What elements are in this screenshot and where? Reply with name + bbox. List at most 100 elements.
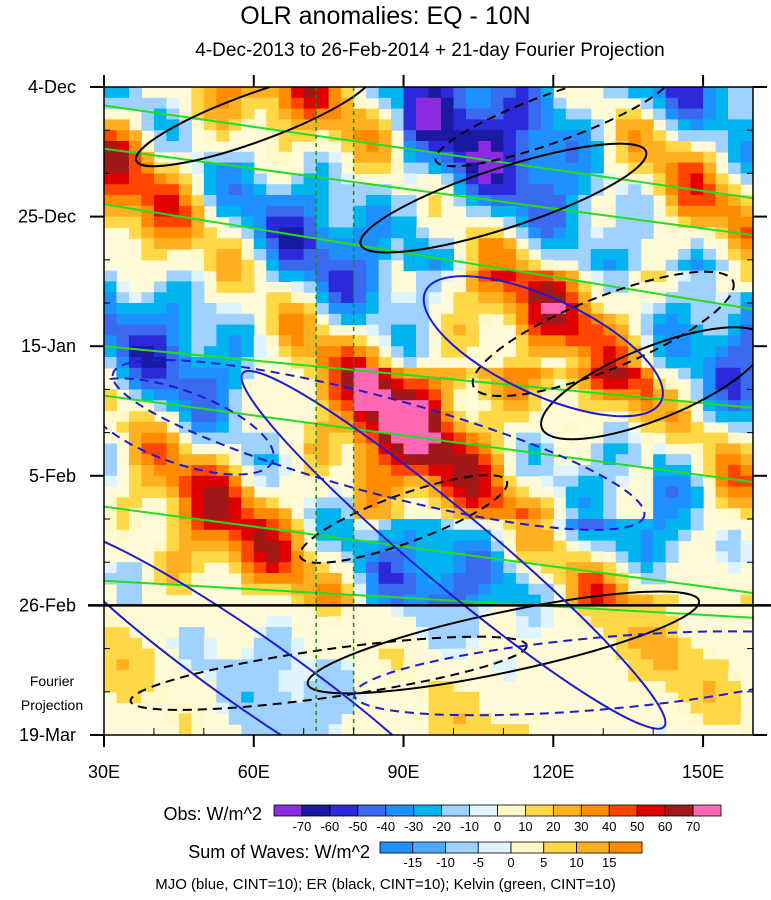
field-cell bbox=[266, 627, 280, 639]
field-cell bbox=[203, 648, 217, 660]
field-cell bbox=[478, 443, 492, 455]
field-cell bbox=[740, 249, 753, 261]
field-cell bbox=[740, 335, 753, 347]
field-cell bbox=[603, 259, 617, 272]
field-cell bbox=[316, 173, 330, 185]
field-cell bbox=[366, 108, 380, 120]
field-cell bbox=[490, 421, 504, 434]
field-cell bbox=[153, 292, 167, 304]
field-cell bbox=[653, 681, 667, 693]
chart-title: OLR anomalies: EQ - 10N bbox=[240, 2, 531, 30]
field-cell bbox=[128, 562, 143, 574]
field-cell bbox=[428, 378, 442, 390]
field-cell bbox=[453, 389, 467, 401]
field-cell bbox=[128, 465, 143, 477]
field-cell bbox=[104, 519, 118, 531]
field-cell bbox=[178, 648, 192, 660]
field-cell bbox=[116, 497, 130, 509]
field-cell bbox=[540, 292, 554, 304]
field-cell bbox=[378, 216, 392, 228]
field-cell bbox=[440, 486, 455, 498]
field-cell bbox=[153, 454, 167, 466]
field-cell bbox=[440, 400, 455, 412]
field-cell bbox=[128, 432, 143, 444]
field-cell bbox=[490, 573, 504, 585]
field-cell bbox=[678, 702, 692, 714]
field-cell bbox=[478, 573, 492, 585]
field-cell bbox=[153, 281, 167, 293]
field-cell bbox=[740, 195, 753, 207]
field-cell bbox=[453, 195, 467, 207]
field-cell bbox=[316, 443, 330, 455]
field-cell bbox=[478, 130, 492, 142]
field-cell bbox=[128, 681, 143, 693]
field-cell bbox=[241, 173, 255, 185]
field-cell bbox=[353, 184, 367, 196]
field-cell bbox=[515, 551, 529, 563]
field-cell bbox=[603, 562, 617, 574]
field-cell bbox=[316, 335, 330, 347]
field-cell bbox=[653, 97, 667, 110]
field-cell bbox=[715, 681, 729, 693]
field-cell bbox=[403, 454, 417, 466]
field-cell bbox=[540, 119, 554, 131]
field-cell bbox=[540, 540, 554, 552]
field-cell bbox=[715, 670, 729, 682]
field-cell bbox=[378, 238, 392, 250]
field-cell bbox=[640, 367, 654, 380]
y-tick-label: 26-Feb bbox=[19, 595, 76, 615]
field-cell bbox=[678, 367, 692, 380]
field-cell bbox=[128, 583, 143, 596]
field-cell bbox=[715, 443, 729, 455]
field-cell bbox=[241, 648, 255, 660]
field-cell bbox=[603, 605, 617, 617]
field-cell bbox=[453, 313, 467, 326]
field-cell bbox=[478, 292, 492, 304]
obs-colorbar-swatch bbox=[441, 804, 470, 817]
field-cell bbox=[403, 238, 417, 250]
field-cell bbox=[291, 292, 305, 304]
kelvin-contour bbox=[104, 394, 753, 483]
field-cell bbox=[216, 238, 230, 250]
field-cell bbox=[578, 292, 592, 304]
field-cell bbox=[728, 367, 742, 380]
field-cell bbox=[665, 378, 679, 390]
field-cell bbox=[665, 216, 679, 228]
field-cell bbox=[653, 443, 667, 455]
field-cell bbox=[353, 270, 367, 282]
field-cell bbox=[116, 324, 130, 336]
field-cell bbox=[104, 173, 118, 185]
field-cell bbox=[303, 173, 317, 185]
field-cell bbox=[116, 335, 130, 347]
field-cell bbox=[678, 389, 692, 401]
field-cell bbox=[228, 357, 242, 369]
field-cell bbox=[104, 411, 118, 423]
field-cell bbox=[428, 713, 442, 725]
field-cell bbox=[478, 594, 492, 606]
field-cell bbox=[278, 205, 292, 218]
field-cell bbox=[565, 313, 579, 326]
field-cell bbox=[316, 205, 330, 218]
field-cell bbox=[416, 573, 430, 585]
field-cell bbox=[503, 303, 517, 315]
field-cell bbox=[366, 378, 380, 390]
field-cell bbox=[653, 648, 667, 660]
field-cell bbox=[478, 195, 492, 207]
field-cell bbox=[191, 562, 205, 574]
field-cell bbox=[590, 378, 604, 390]
field-cell bbox=[403, 540, 417, 552]
field-cell bbox=[590, 594, 604, 606]
field-cell bbox=[216, 259, 230, 272]
field-cell bbox=[503, 486, 517, 498]
field-cell bbox=[553, 195, 567, 207]
field-cell bbox=[553, 151, 567, 164]
field-cell bbox=[553, 238, 567, 250]
field-cell bbox=[228, 335, 242, 347]
field-cell bbox=[141, 97, 155, 110]
field-cell bbox=[490, 583, 504, 596]
field-cell bbox=[241, 670, 255, 682]
field-cell bbox=[590, 562, 604, 574]
obs-colorbar: -70 -60 -50 -40 -30 -20 -10 0 10 20 30 40 50 60 70 bbox=[273, 804, 722, 834]
field-cell bbox=[503, 475, 517, 488]
field-cell bbox=[615, 454, 629, 466]
